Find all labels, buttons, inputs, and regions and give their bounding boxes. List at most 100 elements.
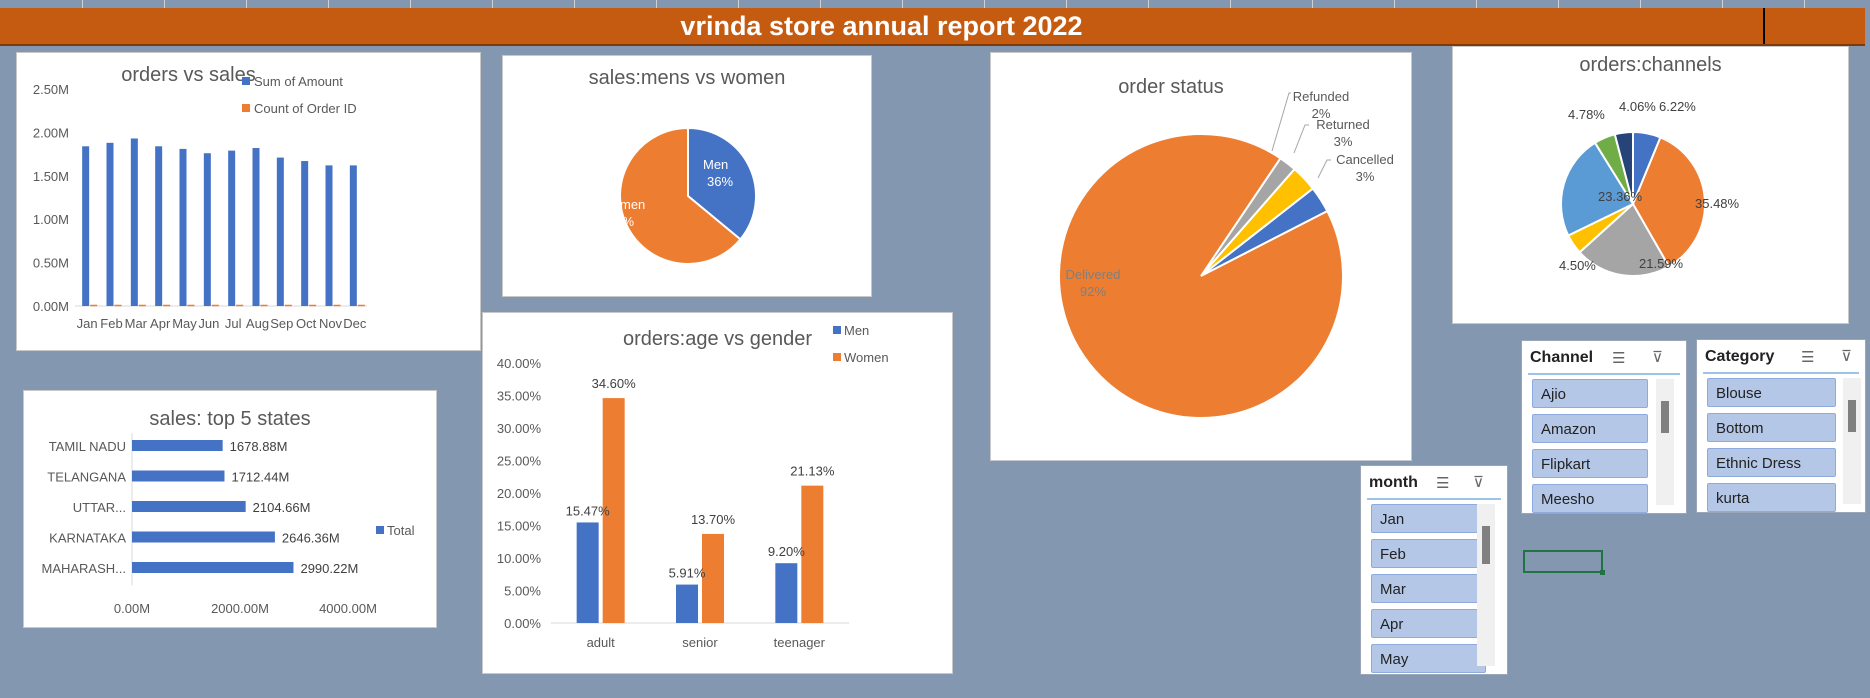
bar-count-of-order-id (163, 304, 171, 307)
clear-filter-icon[interactable]: ⊽ (1473, 474, 1484, 491)
state-bar (132, 531, 275, 543)
y-tick-label: 35.00% (497, 389, 542, 404)
order-status-chart[interactable]: order status Delivered 92% Refunded 2% Retur… (990, 52, 1412, 461)
y-tick-label: 5.00% (504, 584, 541, 599)
sheet-gridline (820, 0, 821, 8)
scrollbar-thumb[interactable] (1482, 526, 1490, 564)
y-tick-label: 30.00% (497, 421, 542, 436)
slice-pct: 23.36% (1598, 189, 1643, 204)
slice-pct: 6.22% (1659, 99, 1696, 114)
slicer-item-meesho[interactable]: Meesho (1532, 484, 1648, 513)
bar-sum-of-amount (106, 142, 114, 306)
slice-label: Returned (1316, 117, 1369, 132)
legend-swatch (376, 526, 384, 534)
dashboard-title: vrinda store annual report 2022 (680, 11, 1083, 41)
state-label: KARNATAKA (49, 531, 126, 546)
pie-slice (1058, 133, 1344, 419)
sheet-gridline (1804, 0, 1805, 8)
slicer-scrollbar[interactable] (1656, 379, 1674, 505)
slicer-divider (1367, 498, 1501, 500)
leader-line (1293, 124, 1309, 154)
x-tick-label: Jun (198, 316, 219, 331)
slicer-item-feb[interactable]: Feb (1371, 539, 1486, 568)
bar-count-of-order-id (309, 304, 317, 307)
clear-filter-icon[interactable]: ⊽ (1841, 348, 1852, 365)
bar-count-of-order-id (138, 304, 146, 307)
leader-line (1271, 92, 1291, 152)
slicer-item-mar[interactable]: Mar (1371, 574, 1486, 603)
y-tick-label: 10.00% (497, 551, 542, 566)
age-gender-plot: 0.00% 5.00% 10.00% 15.00% 20.00% 25.00% 30.00%… (497, 323, 889, 650)
slice-pct: 4.06% (1619, 99, 1656, 114)
x-tick-label: senior (682, 635, 718, 650)
selected-cell[interactable] (1523, 550, 1605, 575)
slicer-title: Channel (1530, 349, 1594, 366)
sheet-gridline (492, 0, 493, 8)
multi-select-icon[interactable]: ☰ (1436, 475, 1450, 492)
bar-men (576, 522, 599, 623)
clear-filter-icon[interactable]: ⊽ (1652, 349, 1663, 366)
slicer-item-flipkart[interactable]: Flipkart (1532, 449, 1648, 478)
top-states-chart[interactable]: sales: top 5 states TAMIL NADU 1678.88M TE… (23, 390, 437, 628)
state-bar (132, 440, 223, 451)
slicer-item-ajio[interactable]: Ajio (1532, 379, 1648, 408)
x-tick-label: Feb (100, 316, 122, 331)
bar-sum-of-amount (301, 161, 309, 306)
slice-label: Men (703, 157, 728, 172)
scrollbar-thumb[interactable] (1661, 401, 1669, 433)
age-gender-chart[interactable]: orders:age vs gender 0.00% 5.00% 10.00% 15.… (482, 312, 953, 674)
bar-sum-of-amount (252, 148, 260, 306)
legend-swatch (242, 77, 250, 85)
sheet-gridline (410, 0, 411, 8)
bar-count-of-order-id (357, 304, 365, 307)
y-tick-label: 0.00% (504, 616, 541, 631)
bar-sum-of-amount (82, 146, 90, 306)
pie-slice (1578, 202, 1671, 277)
multi-select-icon[interactable]: ☰ (1801, 349, 1815, 366)
slicer-item-apr[interactable]: Apr (1371, 609, 1486, 638)
state-label: TAMIL NADU (49, 439, 126, 454)
channel-slicer[interactable]: Channel ☰ ⊽ Ajio Amazon Flipkart Meesho (1521, 340, 1687, 514)
slicer-item-kurta[interactable]: kurta (1707, 483, 1836, 512)
y-tick-label: 20.00% (497, 486, 542, 501)
chart-title: orders vs sales (121, 64, 256, 86)
sales-gender-chart[interactable]: sales:mens vs women Men 36% Women 64% (502, 55, 872, 297)
month-slicer[interactable]: month ☰ ⊽ Jan Feb Mar Apr May (1360, 465, 1508, 675)
data-label: 2990.22M (300, 561, 358, 576)
slicer-item-jan[interactable]: Jan (1371, 504, 1486, 533)
pie-slice (1613, 130, 1634, 205)
data-label: 1712.44M (231, 470, 289, 485)
slicer-item-ethnic-dress[interactable]: Ethnic Dress (1707, 448, 1836, 477)
x-tick-label: teenager (774, 635, 826, 650)
slicer-title: month (1369, 474, 1418, 491)
slicer-item-bottom[interactable]: Bottom (1707, 413, 1836, 442)
slice-label: Delivered (1066, 267, 1121, 282)
slicer-item-blouse[interactable]: Blouse (1707, 378, 1836, 407)
orders-channels-chart[interactable]: orders:channels 6.22% 35.48% 21.59% 4.50% 23… (1452, 46, 1849, 324)
data-label: 9.20% (768, 544, 805, 559)
slice-pct: 3% (1356, 169, 1375, 184)
slicer-divider (1703, 372, 1859, 374)
y-tick-label: 1.50M (33, 169, 69, 184)
bar-count-of-order-id (284, 304, 292, 307)
sheet-gridline (164, 0, 165, 8)
sheet-gridline (656, 0, 657, 8)
scrollbar-thumb[interactable] (1848, 400, 1856, 432)
sheet-gridline (574, 0, 575, 8)
slice-pct: 35.48% (1695, 196, 1740, 211)
fill-handle[interactable] (1600, 570, 1605, 575)
pie-slice (687, 126, 757, 241)
slicer-divider (1528, 373, 1680, 375)
orders-vs-sales-chart[interactable]: orders vs sales 0.00M 0.50M 1.00M 1.50M 2.00… (16, 52, 481, 351)
sheet-gridline (1312, 0, 1313, 8)
slicer-scrollbar[interactable] (1843, 378, 1861, 504)
slicer-scrollbar[interactable] (1477, 504, 1495, 666)
slicer-item-may[interactable]: May (1371, 644, 1486, 673)
slicer-item-amazon[interactable]: Amazon (1532, 414, 1648, 443)
bar-sum-of-amount (130, 138, 138, 306)
category-slicer[interactable]: Category ☰ ⊽ Blouse Bottom Ethnic Dress … (1696, 339, 1866, 513)
multi-select-icon[interactable]: ☰ (1612, 350, 1626, 367)
sheet-gridline (902, 0, 903, 8)
state-bar (132, 470, 225, 482)
